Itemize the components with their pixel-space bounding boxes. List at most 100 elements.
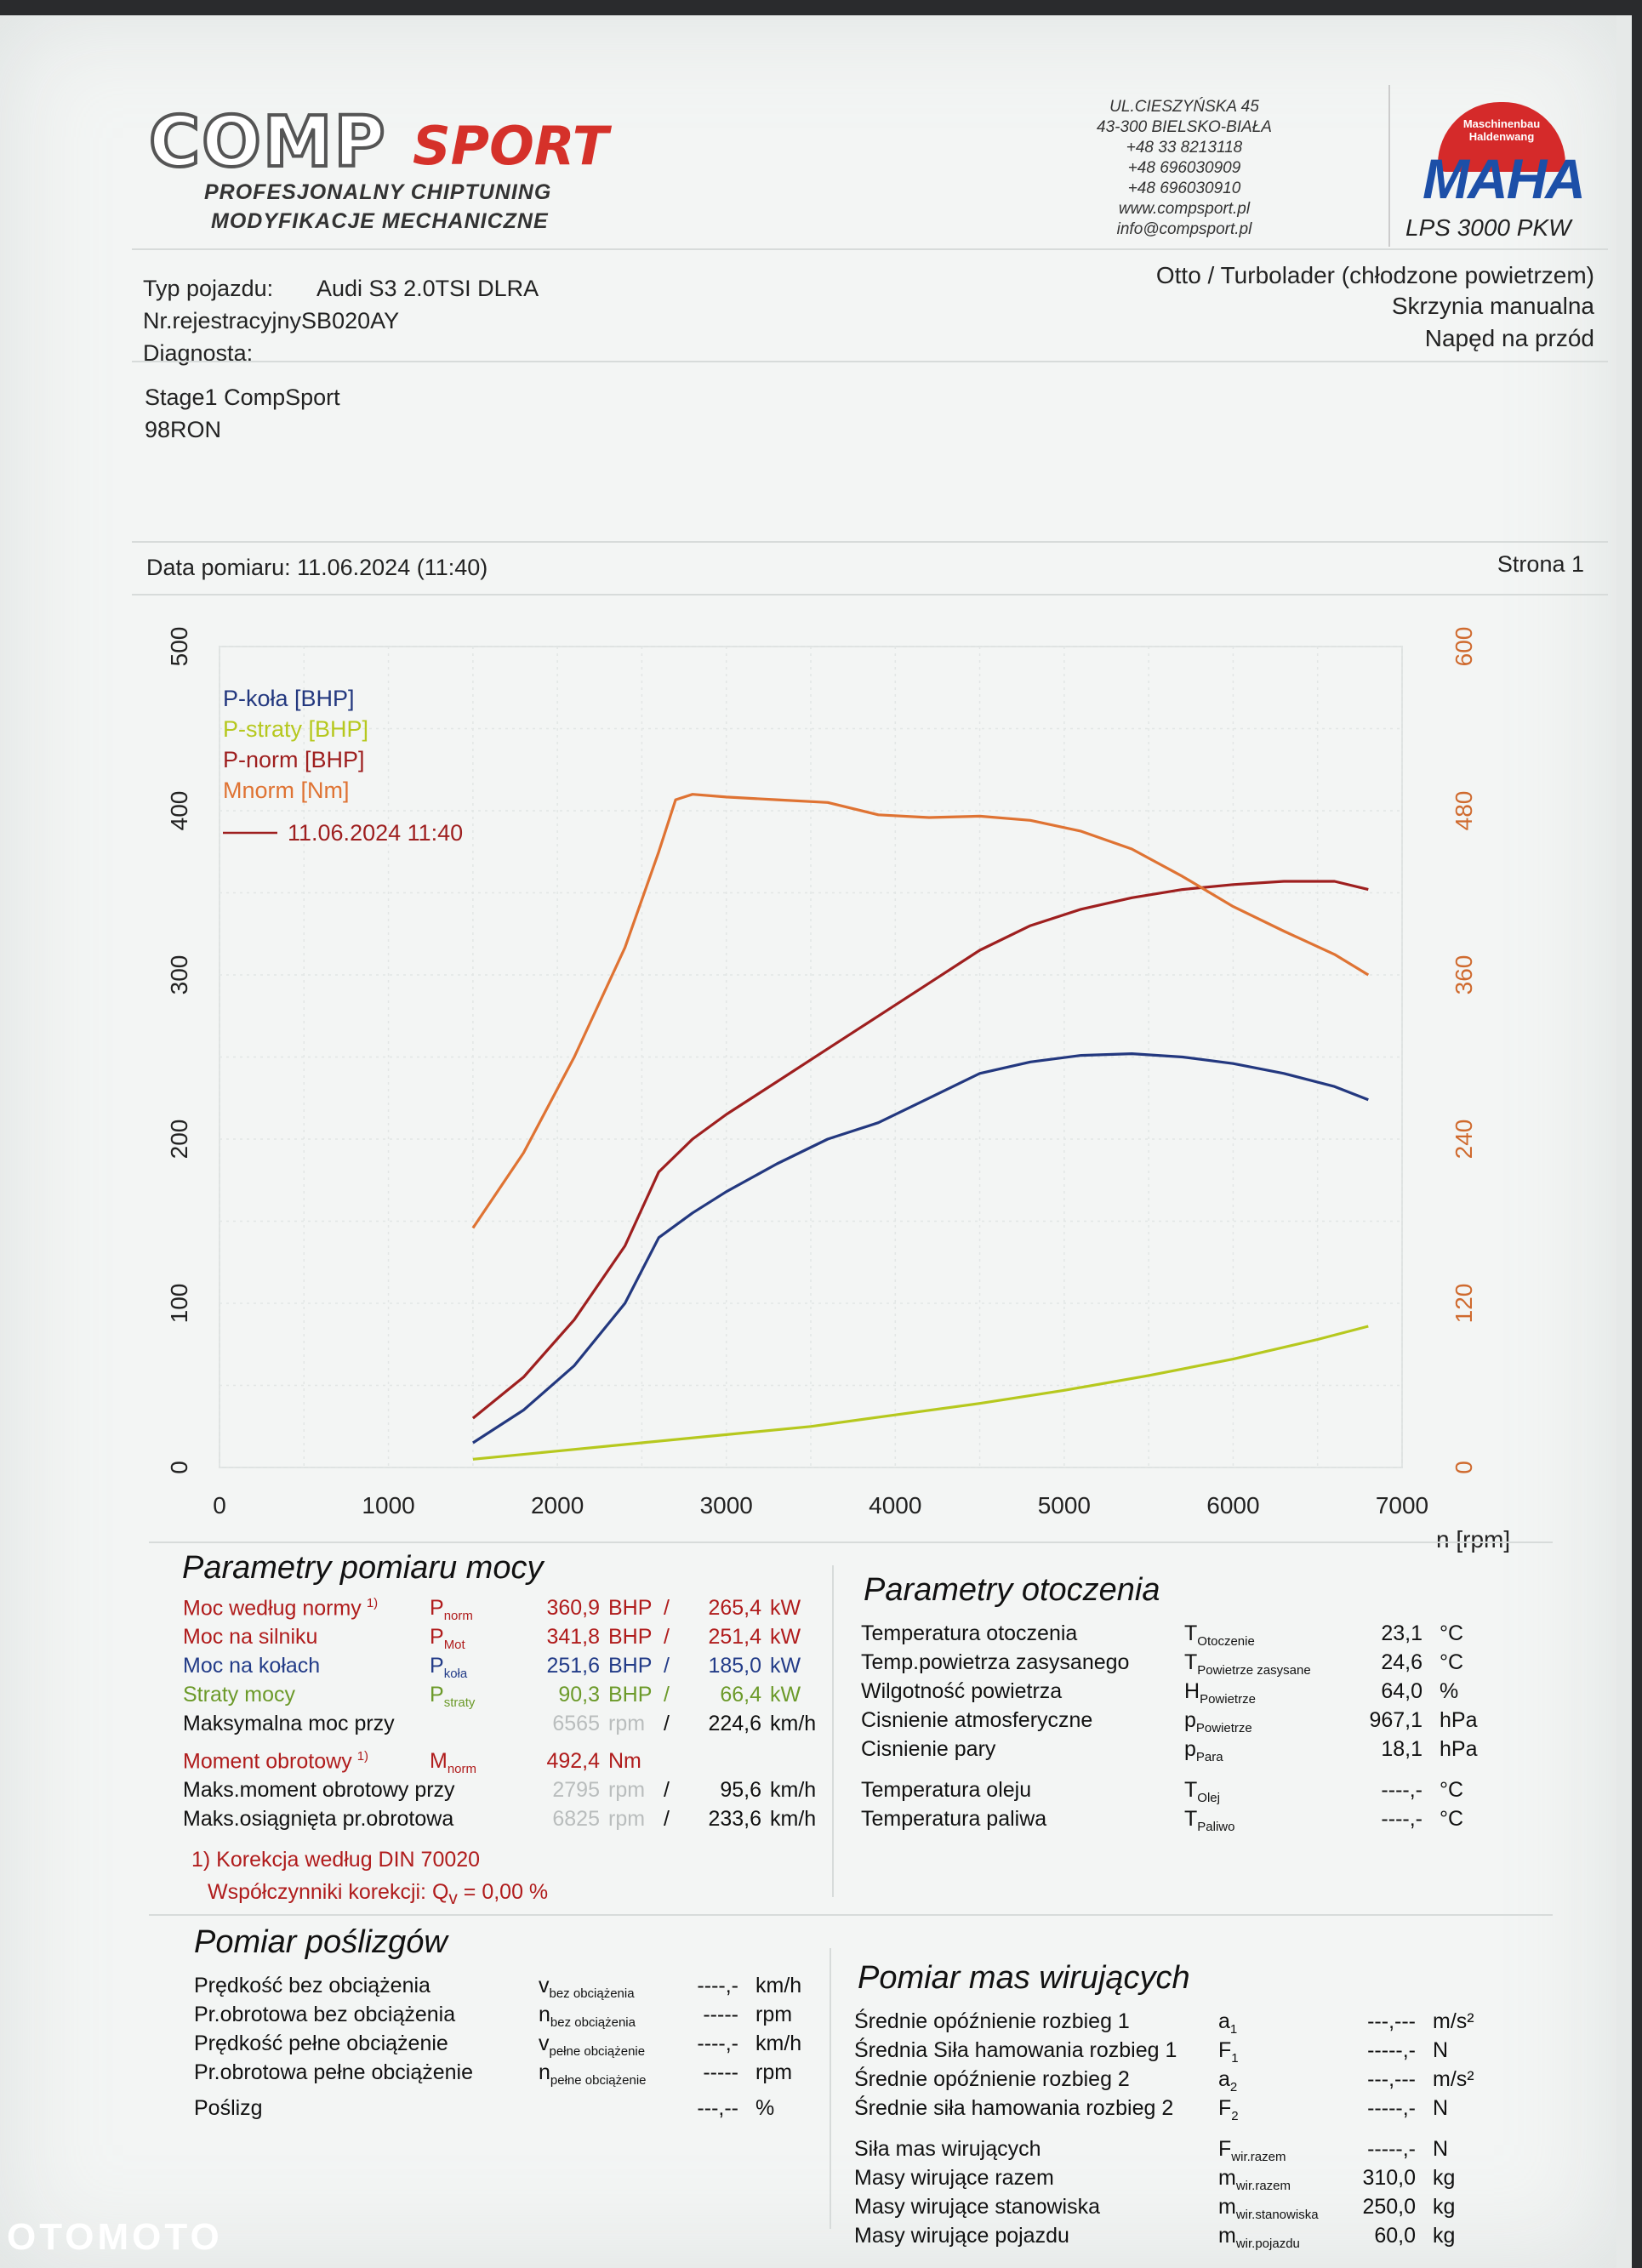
inertia-row-value: -----,- bbox=[1367, 2137, 1416, 2161]
env-param-row-unit: % bbox=[1440, 1679, 1459, 1703]
slip-row: Prędkość pełne obciążenie vpełne obciążen… bbox=[194, 2032, 807, 2059]
power-param-value: 6825 bbox=[552, 1807, 600, 1831]
series-line bbox=[471, 793, 1370, 1229]
series-line bbox=[472, 1051, 1369, 1445]
power-param-value: 360,9 bbox=[546, 1596, 600, 1620]
power-param-unit-2: km/h bbox=[770, 1712, 817, 1735]
inertia-row: Średnie opóźnienie rozbieg 2 a2 ---,--- m/s… bbox=[854, 2067, 1501, 2094]
y-left-tick-label: 0 bbox=[166, 1461, 192, 1474]
address-line: +48 696030910 bbox=[1127, 180, 1241, 197]
env-param-row-unit: °C bbox=[1440, 1650, 1464, 1674]
slip-row-symbol: vbez obciążenia bbox=[539, 1974, 635, 2001]
tuning-note: Stage1 CompSport bbox=[145, 385, 340, 410]
slip-row-value: ----- bbox=[703, 2003, 738, 2026]
slip-row-unit: rpm bbox=[755, 2003, 793, 2026]
y-left-tick-label: 100 bbox=[166, 1284, 192, 1324]
lower-divider bbox=[149, 1914, 1553, 1916]
env-param-row-value: 18,1 bbox=[1381, 1737, 1422, 1761]
power-param-value: 492,4 bbox=[546, 1749, 600, 1773]
inertia-row-label: Średnie siła hamowania rozbieg 2 bbox=[854, 2096, 1174, 2120]
env-param-row-symbol: pPowietrze bbox=[1184, 1708, 1252, 1735]
power-param-separator: / bbox=[664, 1712, 670, 1735]
inertia-row-symbol: a1 bbox=[1218, 2009, 1238, 2037]
gearbox: Skrzynia manualna bbox=[1391, 293, 1594, 319]
inertia-row: Masy wirujące razem mwir.razem 310,0 kg bbox=[854, 2166, 1501, 2193]
inertia-row-unit: m/s² bbox=[1433, 2067, 1474, 2091]
params-top-divider bbox=[149, 1541, 1553, 1543]
inertia-row-symbol-sub: 1 bbox=[1229, 2022, 1238, 2037]
slip-row-value: ---,-- bbox=[697, 2096, 738, 2120]
page-number: Strona 1 bbox=[1497, 551, 1584, 577]
tagline-2: MODYFIKACJE MECHANICZNE bbox=[211, 209, 549, 233]
inertia-row: Siła mas wirujących Fwir.razem -----,- N bbox=[854, 2137, 1501, 2164]
power-param-unit: BHP bbox=[608, 1625, 653, 1649]
power-param-row: Moc na kołach Pkoła 251,6 BHP / 185,0 kW bbox=[183, 1654, 830, 1683]
date-bottom-divider bbox=[132, 594, 1608, 595]
power-param-label: Maks.osiągnięta pr.obrotowa bbox=[183, 1807, 454, 1831]
power-param-row: Maksymalna moc przy 6565 rpm / 224,6 km/h bbox=[183, 1712, 830, 1741]
correction-value: = 0,00 % bbox=[463, 1880, 549, 1904]
fuel-note: 98RON bbox=[145, 417, 222, 442]
power-param-symbol: Mnorm bbox=[430, 1749, 477, 1776]
env-param-row: Temperatura otoczenia TOtoczenie 23,1 °C bbox=[861, 1621, 1508, 1649]
lower-vertical-divider bbox=[830, 1948, 831, 2229]
power-param-unit-2: kW bbox=[770, 1625, 801, 1649]
env-param-row: Cisnienie pary pPara 18,1 hPa bbox=[861, 1737, 1508, 1764]
power-param-symbol-sub: norm bbox=[447, 1762, 477, 1776]
slip-row-unit: km/h bbox=[755, 1974, 802, 1997]
x-tick-label: 4000 bbox=[869, 1492, 921, 1519]
power-param-unit: BHP bbox=[608, 1596, 653, 1620]
compsport-logo-main: COMP bbox=[147, 100, 387, 185]
inertia-row-symbol-sub: 2 bbox=[1231, 2109, 1239, 2123]
power-param-sup: 1) bbox=[356, 1749, 369, 1764]
power-param-unit: BHP bbox=[608, 1654, 653, 1678]
otomoto-watermark: OTOMOTO bbox=[7, 2216, 223, 2258]
inertia-row-value: ---,--- bbox=[1367, 2067, 1416, 2091]
power-param-value: 2795 bbox=[552, 1778, 600, 1802]
slip-row-symbol-sub: bez obciążenia bbox=[549, 1986, 635, 2001]
power-param-separator: / bbox=[664, 1596, 670, 1620]
inertia-row-label: Średnia Siła hamowania rozbieg 1 bbox=[854, 2038, 1177, 2062]
power-param-unit-2: kW bbox=[770, 1683, 801, 1707]
power-param-row: Moc według normy 1) Pnorm 360,9 BHP / 265,4 kW bbox=[183, 1596, 830, 1625]
legend-entry: P-straty [BHP] bbox=[223, 716, 368, 742]
inertia-row-value: 250,0 bbox=[1362, 2195, 1416, 2219]
y-right-tick-label: 0 bbox=[1451, 1461, 1477, 1474]
address-line: info@compsport.pl bbox=[1116, 220, 1252, 238]
inertia-row-value: ---,--- bbox=[1367, 2009, 1416, 2033]
env-param-row: Temp.powietrza zasysanego TPowietrze zasy… bbox=[861, 1650, 1508, 1678]
vehicle-type-label: Typ pojazdu: bbox=[143, 276, 274, 301]
inertia-row-symbol: Fwir.razem bbox=[1218, 2137, 1286, 2164]
power-param-value: 90,3 bbox=[558, 1683, 600, 1707]
inertia-row-value: 60,0 bbox=[1374, 2224, 1416, 2248]
inertia-row-symbol-sub: wir.pojazdu bbox=[1235, 2237, 1300, 2251]
inertia-row-unit: m/s² bbox=[1433, 2009, 1474, 2033]
header-divider bbox=[132, 248, 1608, 250]
slip-row-symbol-sub: pełne obciążenie bbox=[550, 2073, 647, 2088]
y-left-tick-label: 400 bbox=[166, 791, 192, 831]
correction-label: Współczynniki korekcji: Q bbox=[208, 1880, 449, 1904]
power-param-unit-2: km/h bbox=[770, 1778, 817, 1802]
correction-sub: v bbox=[448, 1889, 458, 1908]
maha-emblem-text: Maschinenbau Haldenwang bbox=[1462, 117, 1541, 143]
y-right-tick-label: 120 bbox=[1451, 1284, 1477, 1324]
env-param-row: Wilgotność powietrza HPowietrze 64,0% bbox=[861, 1679, 1508, 1707]
inertia-row-symbol-sub: wir.razem bbox=[1235, 2179, 1291, 2193]
inertia-row-label: Masy wirujące razem bbox=[854, 2166, 1054, 2190]
env-param-row-symbol: TPaliwo bbox=[1184, 1807, 1235, 1834]
slip-row-label: Prędkość pełne obciążenie bbox=[194, 2032, 448, 2055]
power-param-value-2: 224,6 bbox=[708, 1712, 761, 1735]
dyno-model: LPS 3000 PKW bbox=[1405, 214, 1571, 241]
slip-row-symbol: npełne obciążenie bbox=[539, 2060, 647, 2088]
env-param-row-value: ----,- bbox=[1381, 1778, 1422, 1802]
engine-type: Otto / Turbolader (chłodzone powietrzem) bbox=[1155, 262, 1594, 288]
env-param-row-label: Cisnienie pary bbox=[861, 1737, 996, 1761]
inertia-row: Średnie opóźnienie rozbieg 1 a1 ---,--- m/s… bbox=[854, 2009, 1501, 2037]
power-param-separator: / bbox=[664, 1778, 670, 1802]
inertia-row-symbol: F1 bbox=[1218, 2038, 1239, 2066]
slip-title: Pomiar poślizgów bbox=[194, 1924, 448, 1960]
power-param-label: Moc na silniku bbox=[183, 1625, 318, 1649]
env-param-row-unit: hPa bbox=[1440, 1708, 1478, 1732]
power-param-value: 251,6 bbox=[546, 1654, 600, 1678]
x-tick-label: 1000 bbox=[362, 1492, 414, 1519]
